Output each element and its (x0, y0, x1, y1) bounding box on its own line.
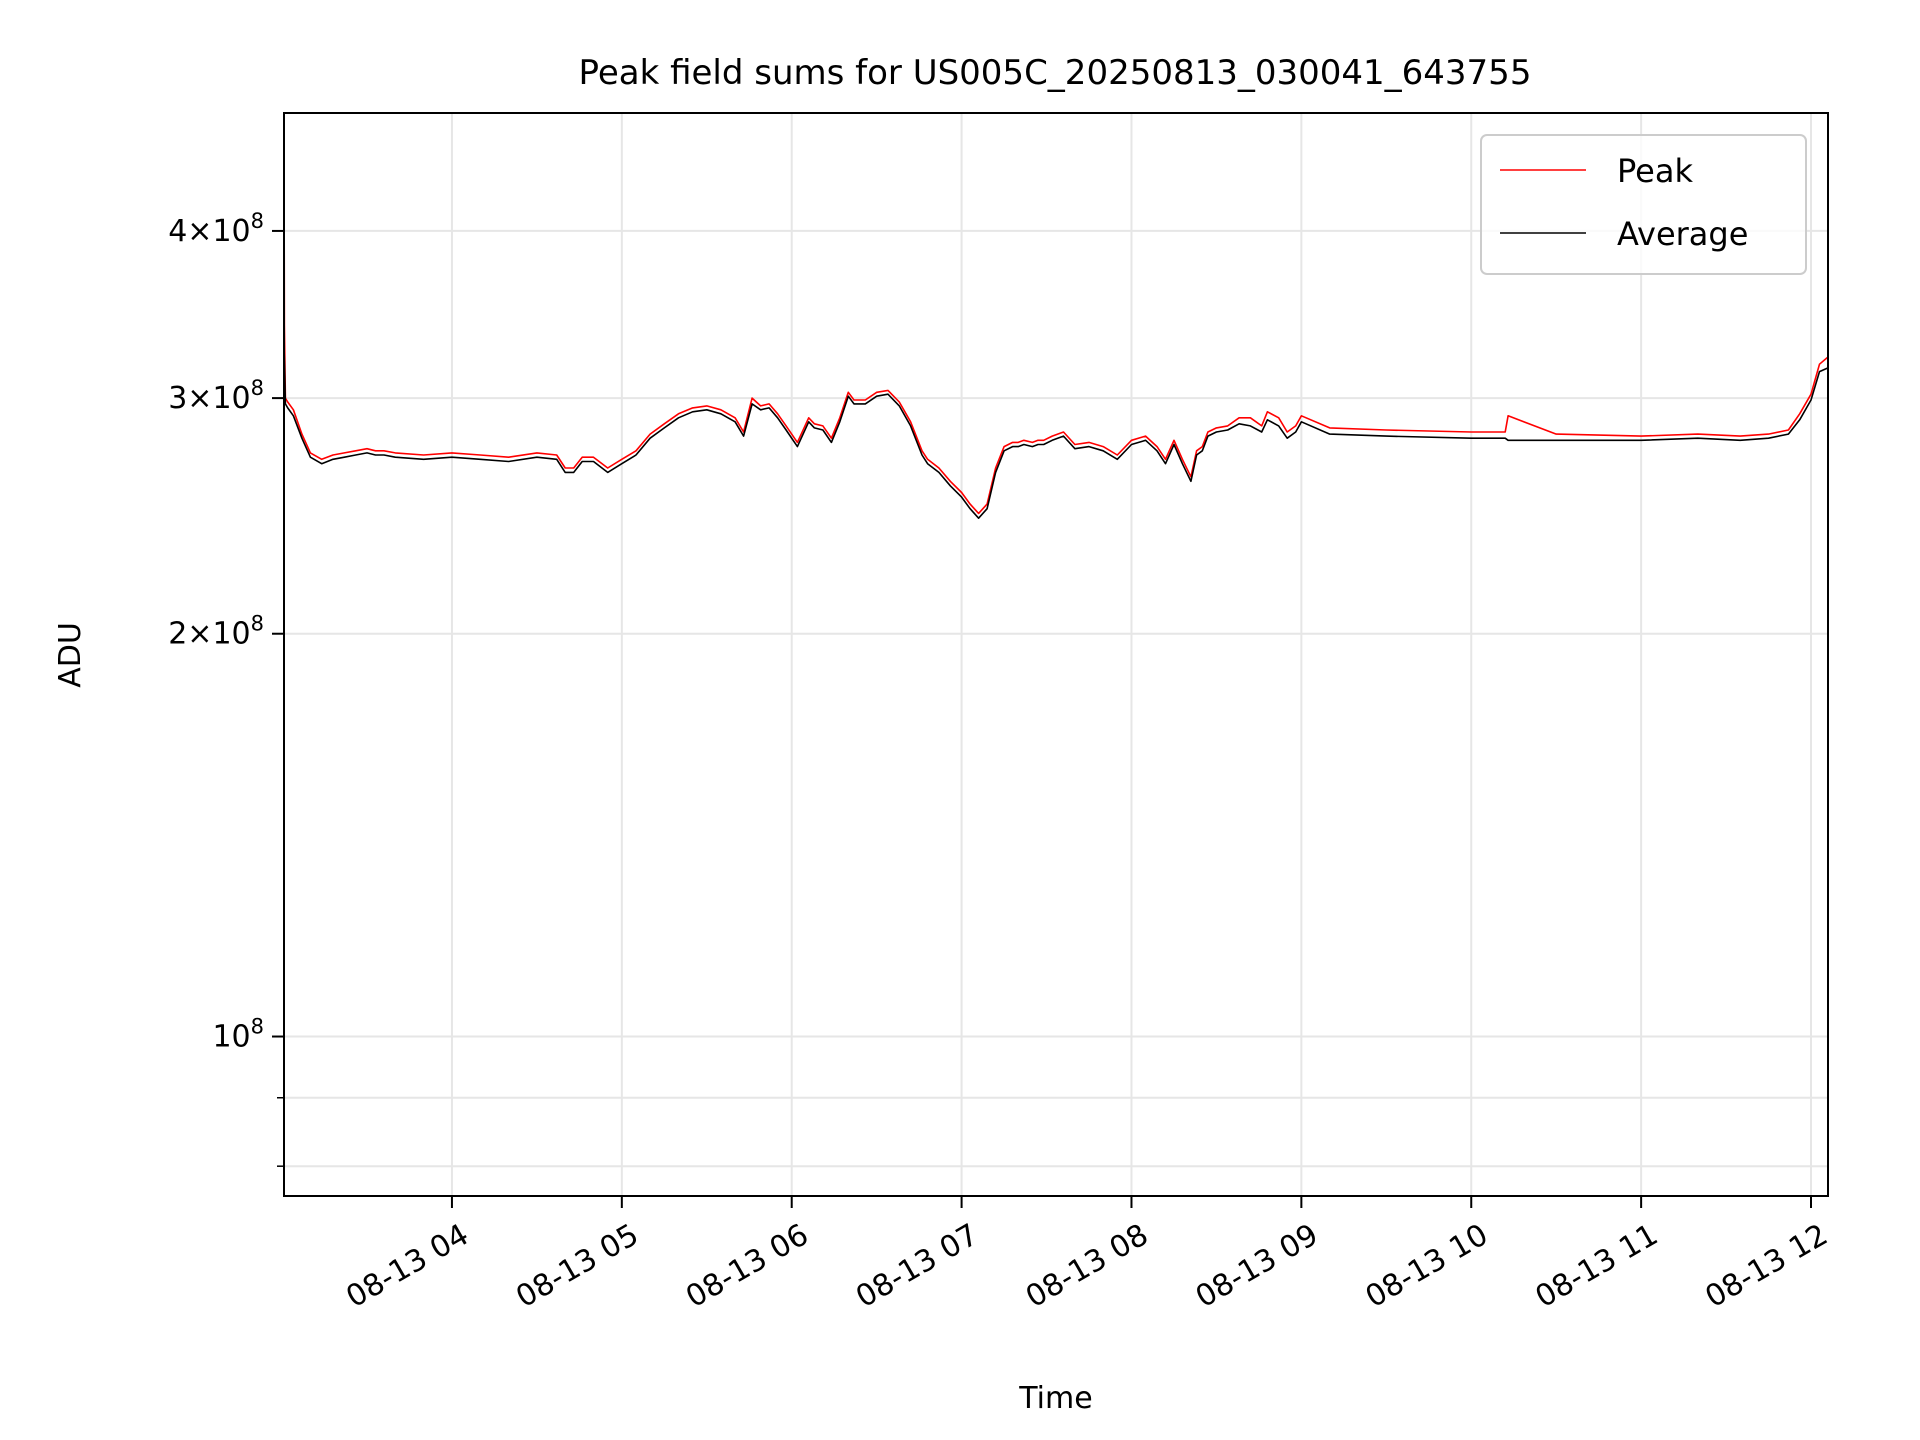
legend-label-peak: Peak (1617, 152, 1693, 190)
y-tick-label: 2×108 (168, 612, 264, 652)
y-tick-label: 4×108 (168, 209, 264, 249)
grid (284, 113, 1828, 1196)
chart-title: Peak field sums for US005C_20250813_0300… (579, 53, 1532, 93)
plot-lines (283, 149, 1829, 520)
y-axis-label: ADU (53, 622, 88, 688)
x-axis-label: Time (1018, 1381, 1092, 1416)
legend: Peak Average (1480, 134, 1807, 275)
legend-label-average: Average (1617, 215, 1748, 253)
y-tick-label: 3×108 (168, 376, 264, 416)
series-line-average (283, 346, 1829, 520)
series-line-peak (283, 149, 1829, 515)
plot-frame (283, 112, 1829, 1197)
